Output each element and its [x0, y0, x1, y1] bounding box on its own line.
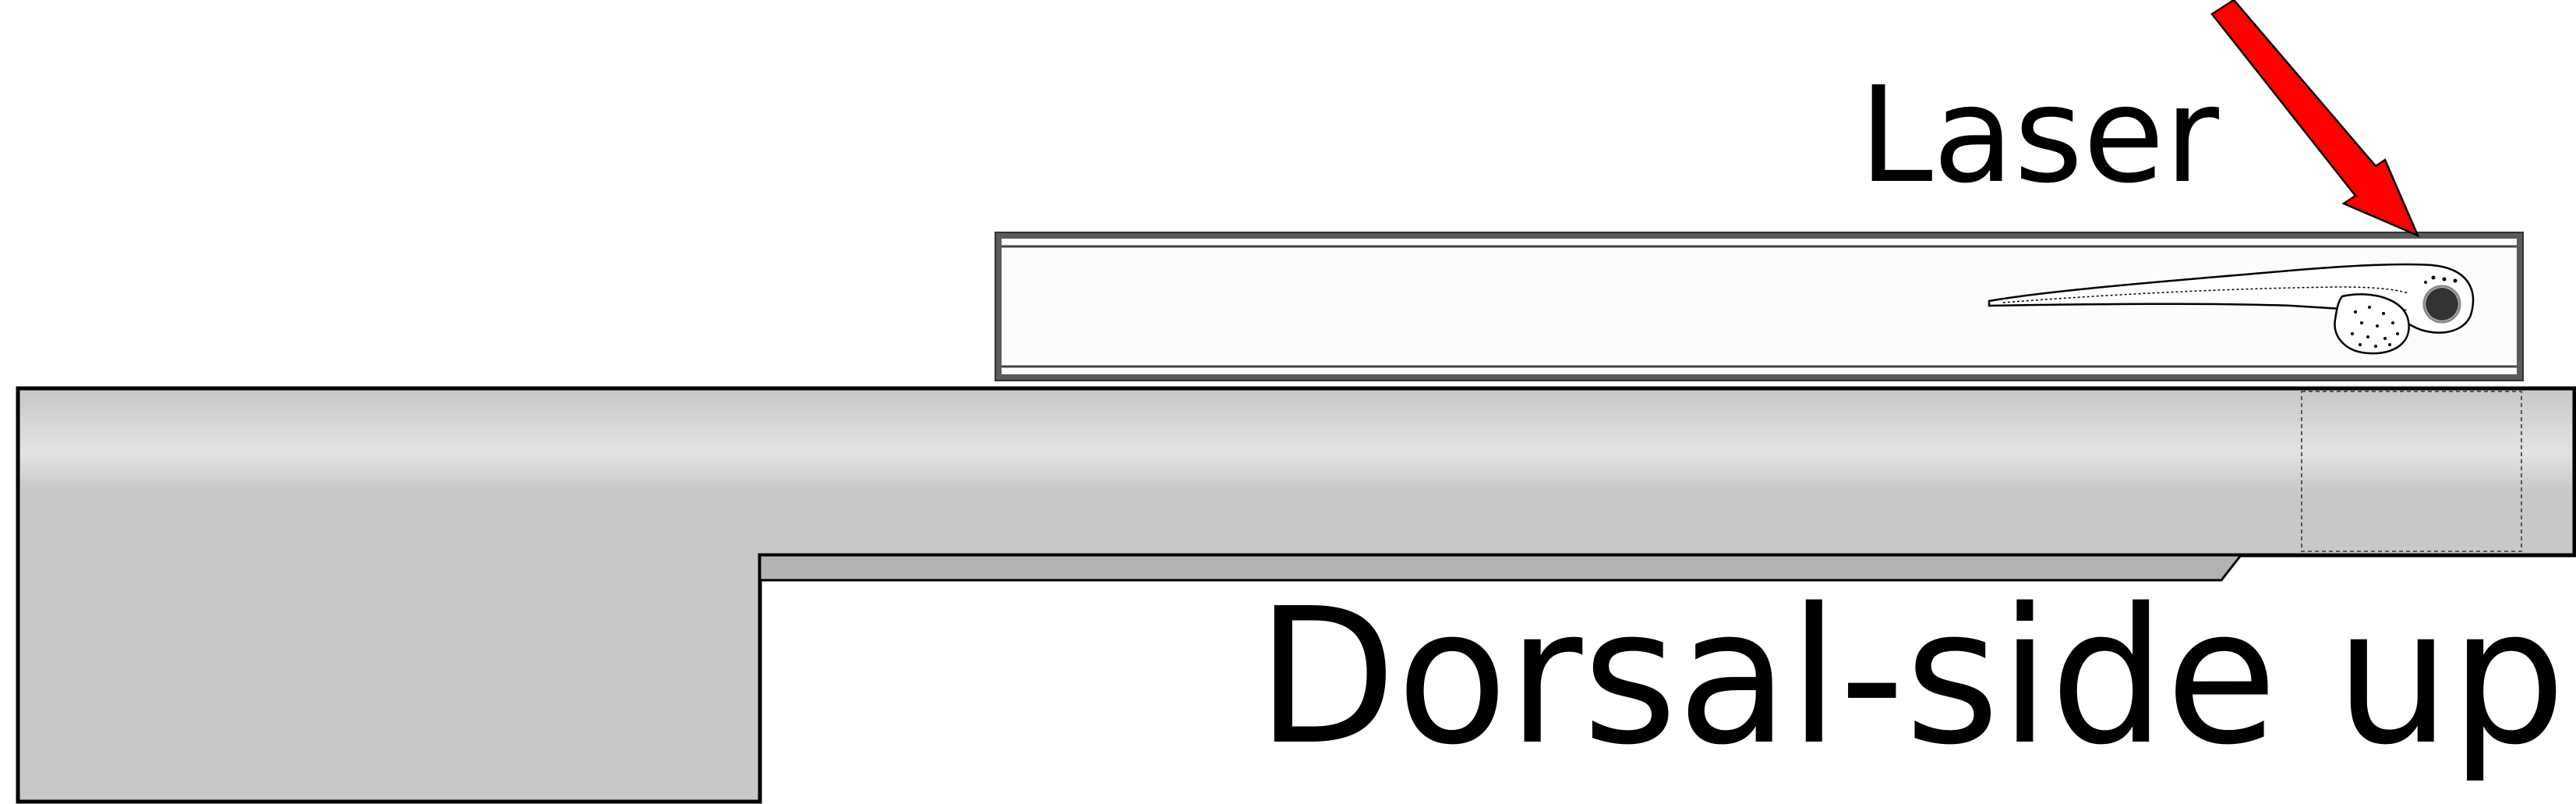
capillary — [995, 232, 2524, 381]
larva-head-dots — [2424, 275, 2458, 284]
zebrafish-larva-icon — [1988, 263, 2475, 355]
larva-eye — [2426, 288, 2458, 321]
holder-groove — [758, 554, 2244, 582]
sample-holder — [16, 386, 2576, 804]
laser-arrow — [2210, 0, 2420, 238]
larva-body — [1988, 263, 2475, 334]
larva-yolk-dots — [2351, 306, 2399, 348]
larva-eye-shade — [2422, 285, 2461, 324]
laser-label: Laser — [1859, 58, 2219, 213]
holder-highlight — [20, 391, 2572, 553]
orientation-label: Dorsal-side up — [1256, 568, 2566, 786]
capillary-inner — [1002, 239, 2517, 374]
larva-yolk — [2334, 293, 2410, 355]
red-arrow-icon — [2210, 0, 2420, 238]
